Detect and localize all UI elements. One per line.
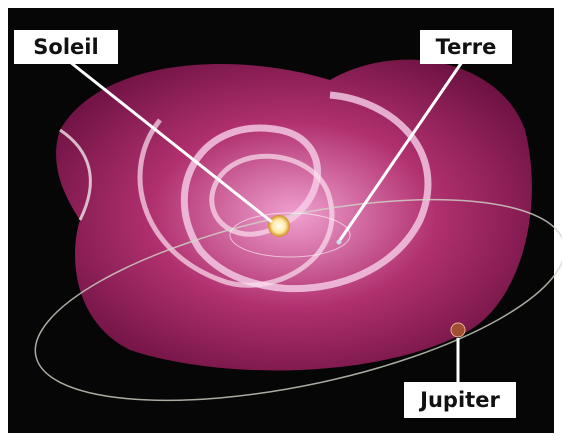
sun xyxy=(268,215,290,237)
jupiter xyxy=(451,323,465,337)
earth-label: Terre xyxy=(436,35,497,59)
illustration: Soleil Terre Jupiter xyxy=(0,0,562,441)
sun-label: Soleil xyxy=(33,35,98,59)
page: Soleil Terre Jupiter (() => { const data… xyxy=(0,0,562,441)
jupiter-label: Jupiter xyxy=(418,388,500,412)
